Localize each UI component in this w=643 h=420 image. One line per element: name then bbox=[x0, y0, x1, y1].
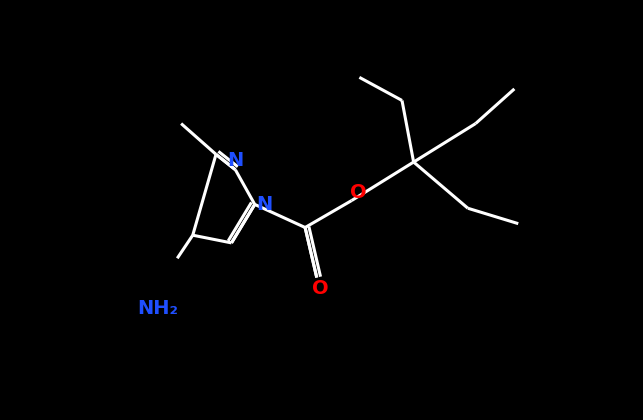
Text: NH₂: NH₂ bbox=[138, 299, 178, 318]
Text: N: N bbox=[256, 195, 272, 214]
Text: O: O bbox=[312, 279, 328, 298]
Text: O: O bbox=[350, 184, 366, 202]
Text: N: N bbox=[227, 151, 244, 170]
